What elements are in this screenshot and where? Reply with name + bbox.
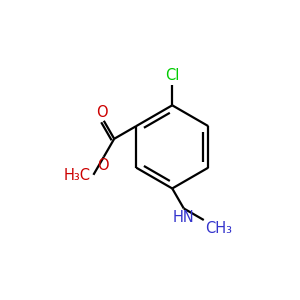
- Text: O: O: [96, 105, 107, 120]
- Text: Cl: Cl: [165, 68, 179, 83]
- Text: H₃C: H₃C: [64, 168, 91, 183]
- Text: CH₃: CH₃: [205, 221, 232, 236]
- Text: O: O: [97, 158, 109, 173]
- Text: HN: HN: [173, 210, 195, 225]
